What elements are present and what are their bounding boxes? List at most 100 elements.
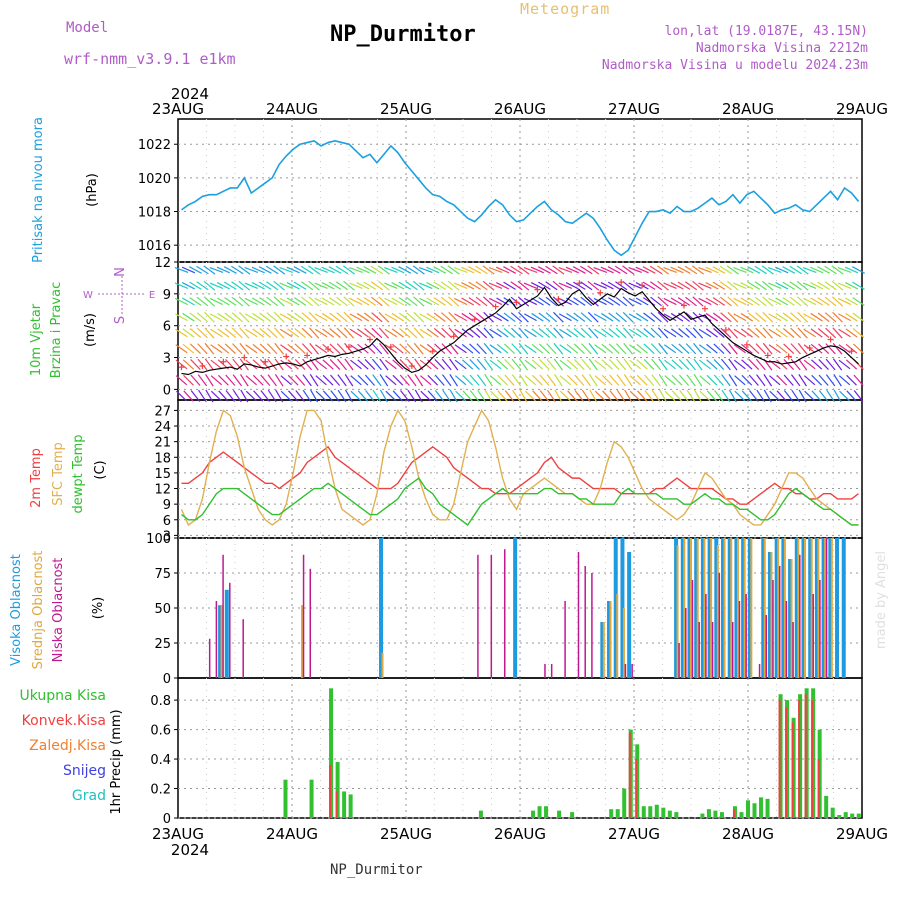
date-label-top: 25AUG (380, 100, 432, 118)
wind-arrow (413, 311, 425, 323)
wind-arrow (733, 313, 747, 322)
wind-arrow (671, 359, 683, 370)
wind-arrow (434, 374, 445, 386)
wind-arrow (511, 358, 522, 371)
wind-arrow (677, 266, 691, 274)
wind-arrow (837, 297, 852, 306)
wind-arrow (274, 374, 284, 387)
low-cloud-bar (705, 594, 707, 678)
wind-arrow (761, 280, 774, 291)
wind-arrow (232, 358, 243, 371)
wind-arrow (379, 342, 389, 355)
wind-arrow (650, 296, 662, 307)
wind-arrow (776, 390, 787, 402)
wind-arrow (489, 375, 502, 386)
date-label-top: 29AUG (836, 100, 888, 118)
wind-arrow (475, 281, 488, 291)
wind-arrow (477, 389, 487, 403)
wind-arrow (453, 282, 468, 290)
total-precip-bar (615, 809, 620, 818)
wind-arrow (484, 389, 493, 403)
wind-arrow (712, 281, 726, 290)
wind-arrow (546, 374, 557, 387)
y-tick-label: 25 (154, 637, 171, 652)
gust-marker (450, 333, 457, 340)
wind-arrow (426, 297, 440, 306)
wind-arrow (629, 344, 642, 354)
wind-arrow (587, 296, 599, 307)
wind-arrow (802, 267, 817, 273)
model-elevation: Nadmorska Visina u modelu 2024.23m (601, 58, 868, 73)
y-tick-label: 6 (163, 514, 171, 529)
wind-arrow (545, 327, 557, 339)
year-label-top: 2024 (171, 85, 209, 103)
wind-arrow (356, 328, 369, 338)
gust-marker (806, 344, 813, 351)
wind-arrow (741, 343, 753, 354)
wind-arrow (204, 342, 215, 355)
wind-arrow (217, 374, 229, 386)
wind-arrow (188, 266, 202, 274)
wind-arrow (329, 343, 341, 354)
wind-arrow (817, 266, 831, 274)
wind-arrow (468, 281, 481, 290)
wind-arrow (496, 359, 509, 370)
wind-arrow (643, 343, 655, 354)
wind-arrow (832, 358, 843, 371)
wind-arrow (343, 311, 355, 323)
wind-arrow (210, 359, 223, 370)
wind-arrow (419, 282, 433, 290)
wind-arrow (601, 328, 614, 338)
low-cloud-bar (678, 643, 680, 678)
wind-arrow (698, 344, 712, 354)
wind-arrow (231, 296, 244, 307)
wind-arrow (454, 344, 467, 354)
wind-arrow (824, 265, 837, 275)
wind-arrow (420, 375, 432, 386)
wind-arrow (838, 344, 851, 354)
wind-arrow (727, 296, 739, 307)
wind-arrow (677, 297, 691, 306)
wind-arrow (238, 311, 250, 323)
wind-arrow (378, 296, 390, 307)
wind-arrow (727, 327, 739, 339)
total-precip-bar (713, 810, 718, 818)
footer-station: NP_Durmitor (330, 862, 423, 878)
wind-arrow (329, 328, 341, 338)
convective-precip-bar (791, 722, 794, 818)
t2m-line (181, 445, 859, 505)
wind-arrow (461, 297, 475, 306)
sfc-axis-label: SFC Temp (51, 442, 66, 506)
wind-arrow (658, 374, 668, 387)
wind-arrow (190, 359, 201, 370)
wind-arrow (196, 296, 209, 307)
wind-arrow (253, 390, 264, 402)
wind-arrow (553, 358, 563, 371)
wind-arrow (767, 267, 782, 273)
wind-arrow (657, 280, 669, 291)
wind-arrow (763, 374, 773, 387)
low-cloud-bar (624, 664, 627, 678)
total-precip-bar (739, 812, 744, 818)
wind-arrow (531, 312, 544, 322)
wind-arrow (775, 343, 788, 354)
high-cloud-bar (707, 538, 712, 678)
wind-arrow (309, 374, 319, 387)
total-precip-bar (537, 806, 542, 818)
wind-arrow (727, 280, 739, 291)
wind-arrow (384, 297, 398, 306)
wind-arrow (554, 374, 563, 387)
wind-arrow (518, 311, 529, 323)
high-cloud-bar (694, 538, 699, 678)
wind-arrow (315, 344, 328, 354)
wind-arrow (231, 312, 244, 323)
wind-arrow (622, 280, 635, 291)
wind-arrow (658, 358, 668, 371)
wind-arrow (608, 359, 620, 370)
wind-arrow (637, 390, 648, 402)
wind-arrow (629, 359, 642, 370)
wind-arrow (441, 343, 452, 355)
wind-arrow (748, 374, 759, 386)
wind-arrow (336, 312, 348, 323)
wind-arrow (469, 343, 481, 354)
